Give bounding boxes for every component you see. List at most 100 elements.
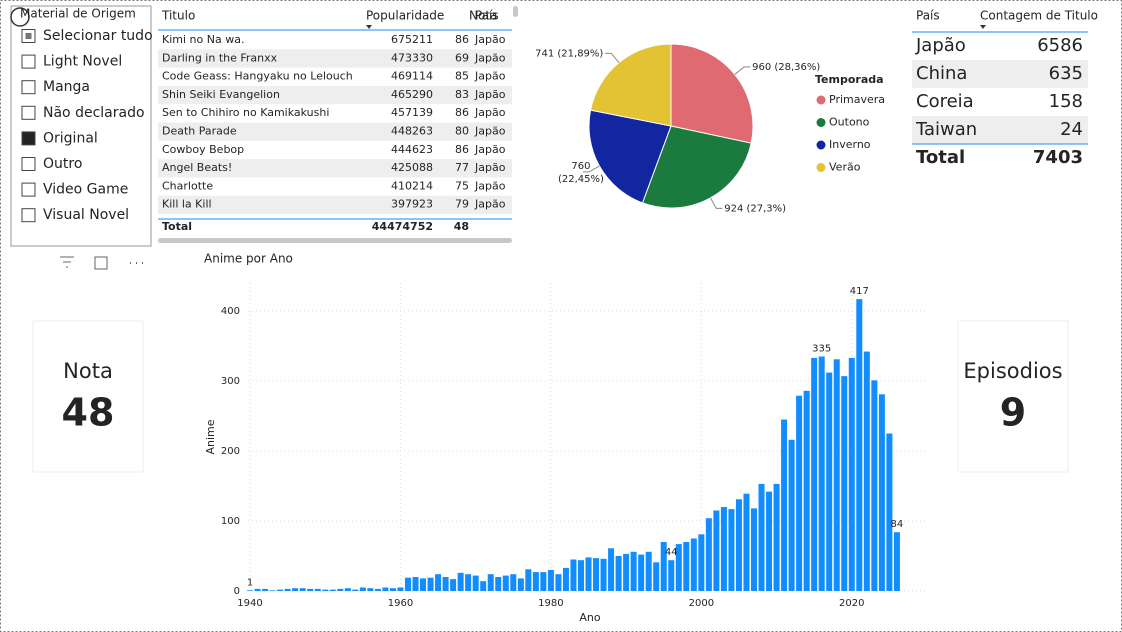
checkbox[interactable] [21,80,36,95]
checkbox[interactable] [21,157,36,171]
table-cell: 77 [455,161,469,174]
bar [540,572,547,591]
bar [284,588,291,591]
slicer-item[interactable]: Light Novel [43,54,122,70]
back-icon[interactable] [10,7,30,27]
table-cell: Shin Seiki Evangelion [162,88,280,101]
bar [878,394,885,591]
bar [630,551,637,591]
bar [788,439,795,591]
bar [615,556,622,591]
bar [608,548,615,591]
slicer-item[interactable]: Outro [43,156,82,172]
bar [532,572,539,591]
y-tick-label: 100 [221,516,240,527]
bar [653,562,660,591]
bar [668,560,675,591]
bar [262,588,269,591]
row-stripe [158,195,512,214]
bar [698,534,705,591]
table-cell: Japão [474,70,506,83]
column-header[interactable]: Nota [469,9,497,23]
bar [705,518,712,591]
total-cell: 48 [454,220,469,233]
bar [593,558,600,591]
legend-title: Temporada [815,73,884,86]
table-cell: Kill la Kill [162,198,212,211]
leader-line [605,52,620,63]
bar [743,493,750,591]
visual-icons[interactable] [60,256,143,270]
total-cell: 44474752 [372,220,433,233]
sort-arrow [980,25,986,29]
legend-entry[interactable]: Inverno [829,138,871,151]
filter-icon[interactable] [60,256,74,268]
bar [465,574,472,591]
table-cell: Japão [474,88,506,101]
row-stripe [158,49,512,68]
bar [818,356,825,591]
table-cell: Taiwan [915,119,977,140]
table-cell: Japão [474,51,506,64]
slicer-item[interactable]: Selecionar tudo [43,28,153,44]
bar [758,483,765,591]
focus-icon[interactable] [94,256,108,270]
column-header[interactable]: País [475,9,499,23]
table-cell: 473330 [391,51,433,64]
legend-entry[interactable]: Verão [829,161,861,174]
table-cell: Coreia [916,91,974,112]
x-tick-label: 2000 [689,598,714,609]
card-frame [32,320,144,473]
bar [675,544,682,591]
table-cell: 397923 [391,198,433,211]
slicer-item[interactable]: Manga [43,79,90,95]
checkbox[interactable] [21,131,36,146]
bar [690,538,697,591]
slicer-item[interactable]: Original [43,130,98,146]
checkbox[interactable] [21,182,36,197]
table-cell: Charlotte [162,179,213,192]
column-header[interactable]: País [916,9,940,23]
checkbox[interactable] [21,54,36,69]
bar [720,507,727,591]
table-cell: 469114 [391,70,433,83]
table-cell: Japão [915,35,966,56]
bar [337,588,344,591]
table-cell: Kimi no Na wa. [162,33,244,46]
slicer-item[interactable]: Visual Novel [43,207,129,223]
bar [374,588,381,591]
bar [570,559,577,591]
table-cell: Japão [474,198,506,211]
bar [352,589,359,591]
bar [841,376,848,591]
checkbox[interactable] [21,105,36,120]
slicer-item[interactable]: Video Game [43,182,128,198]
table-cell: Angel Beats! [162,161,232,174]
bar [660,542,667,591]
legend-entry[interactable]: Primavera [829,93,885,106]
legend-swatch [816,118,826,127]
column-header[interactable]: Titulo [161,9,195,23]
column-header[interactable]: Popularidade [366,9,444,23]
bar [871,380,878,591]
table-cell: 83 [455,88,469,101]
table-cell: 444623 [391,143,433,156]
table-cell: 69 [455,51,469,64]
checkbox[interactable] [21,208,36,223]
table-cell: Japão [474,179,506,192]
bar [314,588,321,591]
bar [833,359,840,591]
column-header[interactable]: Contagem de Titulo [980,9,1098,23]
bar [547,570,554,591]
data-label: 84 [891,519,904,530]
data-label: 924 (27,3%) [724,203,786,214]
legend-entry[interactable]: Outono [829,116,870,129]
bar [766,491,773,591]
slicer-frame [10,5,152,247]
bar [600,558,607,591]
slicer-item[interactable]: Não declarado [43,105,145,121]
table-cell: 158 [1049,91,1083,112]
bar [510,574,517,591]
bar [863,351,870,591]
